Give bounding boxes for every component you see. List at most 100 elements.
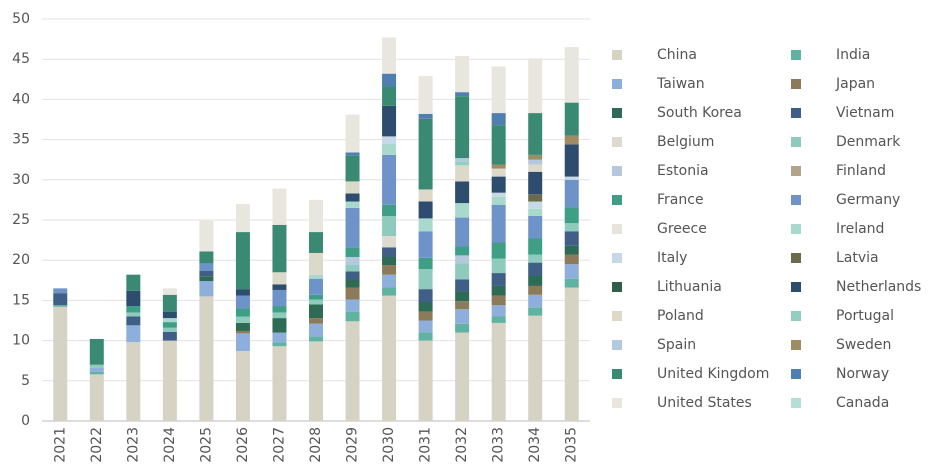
bar-segment xyxy=(162,318,177,323)
bar-segment xyxy=(382,154,397,205)
legend-swatch xyxy=(612,340,622,350)
bar-segment xyxy=(272,224,287,273)
legend-label: Vietnam xyxy=(836,105,894,121)
legend-label: India xyxy=(836,47,870,63)
bar-segment xyxy=(162,331,177,341)
x-tick-label: 2031 xyxy=(418,427,434,463)
bar-segment xyxy=(528,275,543,286)
bar-segment xyxy=(345,181,360,194)
bar-segment xyxy=(491,113,506,126)
bar-segment xyxy=(345,279,360,288)
bar-segment xyxy=(272,289,287,307)
bar-segment xyxy=(309,294,323,300)
bar-segment xyxy=(528,201,543,209)
bar-segment xyxy=(345,247,360,257)
legend-swatch xyxy=(612,311,622,321)
bar-segment xyxy=(564,231,579,246)
bar-segment xyxy=(418,320,433,333)
bar-segment xyxy=(418,311,433,321)
bar-segment xyxy=(235,322,250,331)
y-tick-label: 40 xyxy=(12,91,30,107)
bar-segment xyxy=(564,264,579,279)
bar-segment xyxy=(491,66,506,114)
bar-segment xyxy=(345,311,360,322)
bar-segment xyxy=(162,322,177,328)
bar-segment xyxy=(53,288,68,294)
x-tick-label: 2035 xyxy=(564,427,580,463)
legend-label: Spain xyxy=(657,337,696,353)
y-tick-label: 50 xyxy=(12,11,30,27)
bar-segment xyxy=(126,290,141,307)
bar-segment xyxy=(418,289,433,303)
bar-segment xyxy=(491,273,506,286)
bar-segment xyxy=(162,311,177,319)
bar-segment xyxy=(564,245,579,255)
bar-segment xyxy=(382,37,397,74)
bar-segment xyxy=(235,351,250,421)
bar-segment xyxy=(455,55,470,93)
bar-segment xyxy=(455,309,470,324)
bar-segment xyxy=(382,86,397,106)
x-tick-label: 2029 xyxy=(345,427,361,463)
bar-segment xyxy=(418,332,433,341)
bar-segment xyxy=(564,135,579,145)
bar-segment xyxy=(418,201,433,219)
legend-swatch xyxy=(612,166,622,176)
bar-segment xyxy=(491,242,506,259)
bar-segment xyxy=(418,302,433,312)
bar-segment xyxy=(491,295,506,306)
legend-label: Lithuania xyxy=(657,279,722,295)
bar-segment xyxy=(491,164,506,169)
bar-segment xyxy=(309,323,323,337)
y-tick-label: 45 xyxy=(12,51,30,67)
bar-segment xyxy=(53,293,68,306)
bar-segment xyxy=(199,251,214,264)
legend-label: United Kingdom xyxy=(657,366,769,382)
bar-segment xyxy=(309,304,323,319)
bar-segment xyxy=(309,232,323,253)
legend-swatch xyxy=(791,311,801,321)
bar-segment xyxy=(455,291,470,302)
bar-segment xyxy=(162,327,177,332)
bar-segment xyxy=(382,136,397,144)
bar-segment xyxy=(418,340,433,421)
legend-swatch xyxy=(612,50,622,60)
bar-segment xyxy=(345,207,360,248)
bar-segment xyxy=(455,279,470,292)
bar-segment xyxy=(455,246,470,256)
legend-label: Finland xyxy=(836,163,886,179)
legend-label: Germany xyxy=(836,192,900,208)
bar-segment xyxy=(418,218,433,232)
bar-segment xyxy=(491,125,506,165)
bar-segment xyxy=(491,285,506,296)
bar-segment xyxy=(455,255,470,264)
x-tick-label: 2033 xyxy=(491,427,507,463)
bar-segment xyxy=(235,295,250,309)
bar-segment xyxy=(309,318,323,324)
legend-label: Canada xyxy=(836,395,889,411)
bar-segment xyxy=(309,299,323,305)
bar-segment xyxy=(272,346,287,421)
y-tick-label: 10 xyxy=(12,333,30,349)
bar-segment xyxy=(382,204,397,216)
legend-label: Poland xyxy=(657,308,704,324)
bar-segment xyxy=(528,285,543,295)
bar-segment xyxy=(199,270,214,277)
bar-segment xyxy=(199,281,214,297)
legend-label: Estonia xyxy=(657,163,709,179)
bar-segment xyxy=(455,203,470,218)
bar-segment xyxy=(345,193,360,202)
bar-segment xyxy=(418,189,433,202)
bar-segment xyxy=(528,194,543,202)
bar-segment xyxy=(162,288,177,295)
bar-segment xyxy=(382,105,397,137)
bar-segment xyxy=(126,274,141,291)
bar-segment xyxy=(491,322,506,421)
bar-segment xyxy=(89,338,104,365)
bar-segment xyxy=(455,263,470,280)
legend-label: Denmark xyxy=(836,134,901,150)
bar-segment xyxy=(235,308,250,317)
y-tick-label: 5 xyxy=(21,373,30,389)
bar-segment xyxy=(382,236,397,248)
